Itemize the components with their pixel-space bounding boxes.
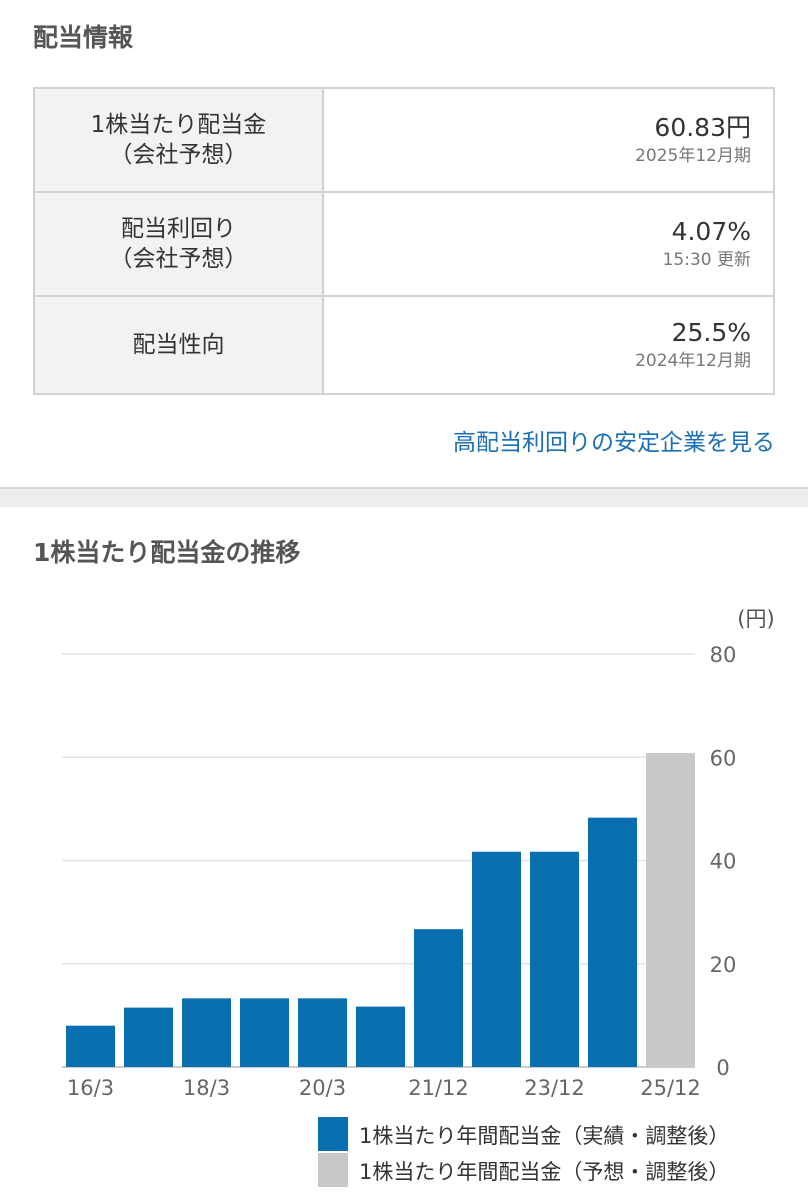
row-value-cell: 25.5% 2024年12月期 <box>322 295 775 395</box>
bar-22/12 <box>472 851 521 1067</box>
x-tick-label: 21/12 <box>408 1076 469 1100</box>
dividend-info-table: 1株当たり配当金 （会社予想） 60.83円 2025年12月期 配当利回り （… <box>33 87 775 395</box>
bar-17/3 <box>124 1007 173 1067</box>
dividend-yield-value: 4.07% <box>671 217 751 246</box>
y-tick-label: 0 <box>716 1056 729 1080</box>
table-row: 配当利回り （会社予想） 4.07% 15:30 更新 <box>33 191 775 297</box>
y-tick-label: 80 <box>710 643 737 667</box>
dividend-per-share-value: 60.83円 <box>654 113 751 142</box>
bar-20/3 <box>298 998 347 1067</box>
bar-23/12 <box>530 851 579 1067</box>
legend-swatch-actual <box>318 1117 348 1151</box>
payout-ratio-value: 25.5% <box>671 318 751 347</box>
bar-16/3 <box>66 1025 115 1067</box>
x-tick-label: 16/3 <box>67 1076 114 1100</box>
y-axis-unit-label: (円) <box>737 607 774 631</box>
row-label-line2: （会社予想） <box>109 142 248 168</box>
dividend-trend-chart: (円) 0 20 40 60 80 16/3 18/3 20/3 21/12 23/12 25/12 <box>62 607 775 1100</box>
row-label: 1株当たり配当金 （会社予想） <box>33 87 324 193</box>
table-row: 配当性向 25.5% 2024年12月期 <box>33 295 775 395</box>
y-tick-label: 40 <box>710 850 737 874</box>
row-label-line1: 配当利回り <box>121 216 236 242</box>
x-tick-label: 20/3 <box>299 1076 346 1100</box>
row-label: 配当性向 <box>33 295 324 395</box>
y-tick-label: 20 <box>710 953 737 977</box>
payout-ratio-period: 2024年12月期 <box>635 351 751 371</box>
section-divider <box>0 487 808 507</box>
bar-19/3 <box>240 998 289 1067</box>
row-label-line1: 1株当たり配当金 <box>90 112 267 138</box>
table-row: 1株当たり配当金 （会社予想） 60.83円 2025年12月期 <box>33 87 775 193</box>
x-tick-label: 18/3 <box>183 1076 230 1100</box>
high-yield-stable-companies-link[interactable]: 高配当利回りの安定企業を見る <box>453 430 775 456</box>
y-tick-label: 60 <box>710 746 737 770</box>
x-tick-label: 25/12 <box>640 1076 701 1100</box>
row-value-cell: 60.83円 2025年12月期 <box>322 87 775 193</box>
dividend-yield-updated: 15:30 更新 <box>662 250 751 270</box>
row-label: 配当利回り （会社予想） <box>33 191 324 297</box>
bar-24/12 <box>588 817 637 1067</box>
bar-21/12 <box>414 929 463 1067</box>
dividend-per-share-period: 2025年12月期 <box>635 146 751 166</box>
dividend-trend-title: 1株当たり配当金の推移 <box>33 538 301 567</box>
row-label-line1: 配当性向 <box>132 332 225 358</box>
row-value-cell: 4.07% 15:30 更新 <box>322 191 775 297</box>
bar-18/3 <box>182 998 231 1067</box>
legend-swatch-forecast <box>318 1153 348 1187</box>
row-label-line2: （会社予想） <box>109 246 248 272</box>
legend-label-actual: 1株当たり年間配当金（実績・調整後） <box>359 1124 730 1148</box>
bar-25/12 <box>646 752 695 1067</box>
bar-21/3 <box>356 1006 405 1067</box>
dividend-info-title: 配当情報 <box>33 23 134 52</box>
legend-label-forecast: 1株当たり年間配当金（予想・調整後） <box>359 1160 730 1184</box>
x-tick-label: 23/12 <box>524 1076 585 1100</box>
